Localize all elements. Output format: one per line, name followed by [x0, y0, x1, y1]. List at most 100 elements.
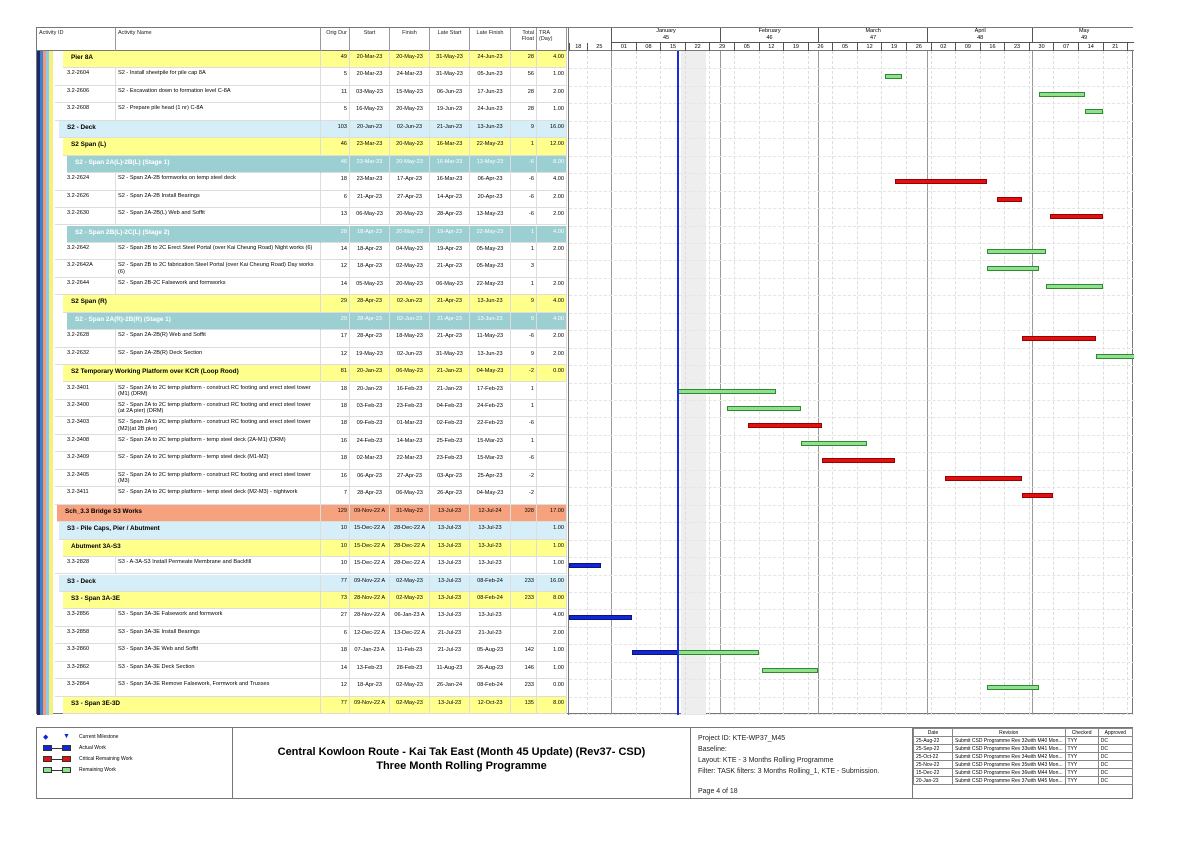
- wbs-row[interactable]: S2 Span (R) 29 28-Apr-23 02-Jun-23 21-Apr-23…: [63, 295, 567, 313]
- remaining-work-bar[interactable]: [1039, 91, 1085, 97]
- wbs-row[interactable]: S3 - Deck 77 09-Nov-22 A 02-May-23 13-Jul-23…: [59, 574, 567, 592]
- activity-row[interactable]: 3.2-3408 S2 - Span 2A to 2C temp platform…: [55, 434, 567, 453]
- remaining-work-bar[interactable]: [986, 266, 1040, 272]
- col-activity-id[interactable]: Activity ID: [37, 28, 116, 51]
- cell-ls: 21-Apr-23: [430, 330, 470, 348]
- cell-start: 18-Apr-23: [350, 242, 390, 261]
- activity-row[interactable]: 3.2-3400 S2 - Span 2A to 2C temp platform…: [55, 400, 567, 418]
- activity-row[interactable]: 3.2-2632 S2 - Span 2A-2B(R) Deck Section 1…: [55, 347, 567, 366]
- wbs-row[interactable]: S3 - Span 3A-3E 73 28-Nov-22 A 02-May-23 13-…: [63, 591, 567, 610]
- cell-ls: 21-Apr-23: [430, 295, 470, 313]
- activity-row[interactable]: 3.2-2626 S2 - Span 2A-2B Install Bearings…: [55, 190, 567, 208]
- activity-row[interactable]: 3.2-3411 S2 - Span 2A to 2C temp platform…: [55, 487, 567, 505]
- activity-row[interactable]: 3.3-2864 S3 - Span 3A-3E Remove Falsework…: [55, 679, 567, 697]
- cell-start: 18-Apr-23: [350, 225, 390, 243]
- activity-name: S2 - Prepare pile head (1 nr) C-8A: [116, 103, 321, 121]
- critical-work-bar[interactable]: [1021, 336, 1096, 342]
- activity-row[interactable]: 3.2-3403 S2 - Span 2A to 2C temp platform…: [55, 417, 567, 435]
- activity-row[interactable]: 3.3-2856 S3 - Span 3A-3E Falsework and fo…: [55, 609, 567, 627]
- remaining-work-bar[interactable]: [1046, 283, 1103, 289]
- col-finish[interactable]: Finish: [390, 28, 430, 51]
- cell-tra: 4.00: [537, 295, 567, 313]
- activity-row[interactable]: 3.2-2642 S2 - Span 2B to 2C Erect Steel P…: [55, 242, 567, 261]
- remaining-work-bar[interactable]: [677, 650, 759, 656]
- wbs-row[interactable]: Pier 8A 49 20-Mar-23 20-May-23 31-May-23 24-J…: [63, 51, 567, 69]
- cell-tra: 2.00: [537, 277, 567, 296]
- activity-row[interactable]: 3.2-3401 S2 - Span 2A to 2C temp platform…: [55, 382, 567, 400]
- row-gridline: [569, 696, 1134, 698]
- remaining-work-bar[interactable]: [1095, 353, 1134, 359]
- remaining-work-bar[interactable]: [800, 440, 868, 446]
- gantt-body: [569, 51, 1134, 715]
- remaining-work-bar[interactable]: [1084, 109, 1103, 115]
- wbs-row[interactable]: S3 - Span 3E-3D 77 09-Nov-22 A 02-May-23 13-…: [63, 696, 567, 715]
- wbs-row[interactable]: S3 - Pile Caps, Pier / Abutment 10 15-Dec-…: [59, 522, 567, 540]
- cell-start: 23-Mar-23: [350, 173, 390, 191]
- activity-row[interactable]: 3.3-2828 S3 - A-3A-S3 Install Permeate Me…: [55, 557, 567, 575]
- critical-work-bar[interactable]: [748, 423, 822, 429]
- col-tra[interactable]: TRA (Day): [537, 28, 567, 51]
- cell-tf: 233: [511, 591, 537, 610]
- activity-row[interactable]: 3.2-2628 S2 - Span 2A-2B(R) Web and Soffi…: [55, 330, 567, 348]
- activity-row[interactable]: 3.3-2862 S3 - Span 3A-3E Deck Section 14 13…: [55, 661, 567, 680]
- activity-row[interactable]: 3.3-2860 S3 - Span 3A-3E Web and Soffit 18…: [55, 644, 567, 662]
- wbs-row[interactable]: Abutment 3A-S3 10 15-Dec-22 A 28-Dec-22 A 13…: [63, 539, 567, 557]
- critical-work-bar[interactable]: [1049, 214, 1103, 220]
- wbs-row[interactable]: S2 Temporary Working Platform over KCR (…: [63, 365, 567, 383]
- activity-row[interactable]: 3.2-2644 S2 - Span 2B-2C Falsework and fo…: [55, 277, 567, 296]
- wbs-row[interactable]: S2 - Deck 103 20-Jan-23 02-Jun-23 21-Jan-23 1…: [59, 120, 567, 139]
- critical-work-bar[interactable]: [821, 458, 896, 464]
- row-gridline: [569, 208, 1134, 210]
- baseline: Baseline:: [698, 746, 727, 753]
- wbs-row[interactable]: S2 - Span 2A(R)-2B(R) (Stage 1) 29 28-Apr-…: [67, 312, 567, 331]
- remaining-work-bar[interactable]: [986, 248, 1047, 254]
- remaining-work-bar[interactable]: [884, 74, 903, 80]
- wbs-row[interactable]: Sch_3.3 Bridge S3 Works 129 09-Nov-22 A 31-…: [57, 504, 567, 523]
- activity-row[interactable]: 3.2-2642A S2 - Span 2B to 2C fabrication …: [55, 260, 567, 278]
- col-total-float[interactable]: Total Float: [511, 28, 537, 51]
- actual-work-bar[interactable]: [569, 615, 633, 621]
- activity-row[interactable]: 3.2-3409 S2 - Span 2A to 2C temp platform…: [55, 452, 567, 470]
- actual-work-bar[interactable]: [569, 563, 601, 569]
- row-gridline: [569, 626, 1134, 628]
- activity-row[interactable]: 3.2-2608 S2 - Prepare pile head (1 nr) C-…: [55, 103, 567, 121]
- remaining-work-bar[interactable]: [762, 667, 819, 673]
- week-label: 23: [1004, 43, 1029, 51]
- actual-work-icon: [43, 745, 71, 751]
- actual-work-bar[interactable]: [632, 650, 682, 656]
- rev-col-checked: Checked: [1064, 728, 1099, 737]
- wbs-row[interactable]: S2 - Span 2B(L)-2C(L) (Stage 2) 28 18-Apr-…: [67, 225, 567, 243]
- activity-row[interactable]: 3.2-3405 S2 - Span 2A to 2C temp platform…: [55, 469, 567, 488]
- wbs-row[interactable]: S2 - Span 2A(L)-2B(L) (Stage 1) 46 23-Mar-…: [67, 155, 567, 174]
- activity-row[interactable]: 3.2-2630 S2 - Span 2A-2B(L) Web and Soffi…: [55, 208, 567, 226]
- col-activity-name[interactable]: Activity Name: [116, 28, 321, 51]
- cell-lf: 13-Jun-23: [470, 120, 511, 139]
- remaining-work-bar[interactable]: [677, 388, 777, 394]
- cell-tf: -6: [511, 155, 537, 174]
- critical-work-bar[interactable]: [944, 475, 1022, 481]
- activity-row[interactable]: 3.2-2624 S2 - Span 2A-2B formworks on tem…: [55, 173, 567, 191]
- wbs-name: S2 - Span 2B(L)-2C(L) (Stage 2): [67, 225, 321, 243]
- project-id: Project ID: KTE-WP37_M45: [698, 735, 786, 742]
- remaining-work-bar[interactable]: [986, 685, 1040, 691]
- col-late-finish[interactable]: Late Finish: [470, 28, 511, 51]
- critical-work-bar[interactable]: [1021, 493, 1054, 499]
- col-late-start[interactable]: Late Start: [430, 28, 470, 51]
- cell-tra: 2.00: [537, 190, 567, 208]
- critical-work-bar[interactable]: [895, 179, 987, 185]
- activity-row[interactable]: 3.2-2606 S2 - Excavation down to formatio…: [55, 85, 567, 104]
- col-orig-dur[interactable]: Orig Dur: [321, 28, 350, 51]
- cell-tf: 3: [511, 260, 537, 278]
- wbs-row[interactable]: S2 Span (L) 46 23-Mar-23 20-May-23 16-Mar-23…: [63, 138, 567, 156]
- cell-tra: 2.00: [537, 85, 567, 104]
- cell-start: 06-Apr-23: [350, 469, 390, 488]
- cell-dur: 81: [321, 365, 350, 383]
- cell-tf: 328: [511, 504, 537, 523]
- col-start[interactable]: Start: [350, 28, 390, 51]
- remaining-work-bar[interactable]: [726, 406, 801, 411]
- activity-row[interactable]: 3.3-2858 S3 - Span 3A-3E Install Bearings…: [55, 626, 567, 645]
- activity-id: 3.2-3408: [55, 434, 116, 453]
- activity-row[interactable]: 3.2-2604 S2 - Install sheetpile for pile …: [55, 68, 567, 86]
- cell-dur: 18: [321, 417, 350, 435]
- critical-work-bar[interactable]: [997, 196, 1022, 202]
